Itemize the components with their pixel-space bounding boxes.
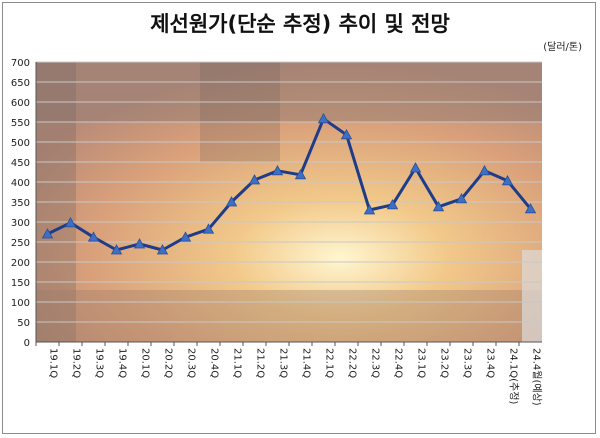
y-tick-label: 100 bbox=[11, 298, 30, 309]
data-point-marker bbox=[409, 162, 422, 173]
y-tick-label: 150 bbox=[11, 278, 30, 289]
x-tick-label: 22.2Q bbox=[347, 348, 358, 378]
y-tick-label: 500 bbox=[11, 138, 30, 149]
y-tick-label: 650 bbox=[11, 78, 30, 89]
data-point-marker bbox=[340, 128, 353, 140]
y-tick-label: 350 bbox=[11, 198, 30, 209]
y-tick-label: 300 bbox=[11, 218, 30, 229]
data-point-marker bbox=[248, 174, 261, 185]
data-point-marker bbox=[386, 198, 399, 210]
series-line bbox=[46, 117, 532, 252]
chart-title: 제선원가(단순 추정) 추이 및 전망 bbox=[150, 12, 450, 36]
y-tick-label: 50 bbox=[17, 318, 30, 329]
x-tick-label: 23.1Q bbox=[416, 348, 427, 378]
x-tick-label: 23.2Q bbox=[439, 348, 450, 378]
y-tick-label: 600 bbox=[11, 98, 30, 109]
y-tick-label: 700 bbox=[11, 58, 30, 69]
x-tick-label: 23.3Q bbox=[462, 348, 473, 378]
x-tick-label: 21.3Q bbox=[278, 348, 289, 378]
y-tick-label: 250 bbox=[11, 238, 30, 249]
data-point-marker bbox=[432, 200, 445, 212]
y-tick-label: 200 bbox=[11, 258, 30, 269]
data-point-marker bbox=[524, 202, 537, 214]
data-point-marker bbox=[110, 244, 123, 255]
y-tick-label: 550 bbox=[11, 118, 30, 129]
x-tick-label: 19.2Q bbox=[71, 348, 82, 378]
data-point-marker bbox=[294, 168, 307, 180]
x-tick-label: 20.3Q bbox=[186, 348, 197, 378]
x-tick-label: 20.2Q bbox=[163, 348, 174, 378]
x-tick-label: 20.1Q bbox=[140, 348, 151, 378]
x-tick-label: 19.1Q bbox=[48, 348, 59, 378]
x-tick-label: 23.4Q bbox=[485, 348, 496, 378]
y-tick-label: 400 bbox=[11, 178, 30, 189]
data-point-marker bbox=[87, 231, 100, 242]
data-point-marker bbox=[64, 216, 77, 228]
data-point-marker bbox=[179, 231, 192, 242]
data-point-marker bbox=[478, 164, 491, 176]
data-point-marker bbox=[271, 164, 284, 176]
data-point-marker bbox=[156, 244, 169, 255]
x-tick-label: 22.3Q bbox=[370, 348, 381, 378]
data-point-marker bbox=[133, 238, 146, 249]
data-point-marker bbox=[202, 223, 215, 234]
data-point-marker bbox=[363, 204, 376, 215]
data-point-marker bbox=[455, 192, 468, 204]
x-tick-label: 19.4Q bbox=[117, 348, 128, 378]
x-tick-label: 24.4월(예상) bbox=[531, 348, 543, 406]
y-tick-label: 0 bbox=[24, 338, 30, 349]
x-tick-label: 19.3Q bbox=[94, 348, 105, 378]
x-tick-label: 21.2Q bbox=[255, 348, 266, 378]
data-point-marker bbox=[317, 112, 330, 124]
x-tick-label: 22.4Q bbox=[393, 348, 404, 378]
x-tick-label: 24.1Q(추정) bbox=[508, 348, 520, 404]
data-point-marker bbox=[501, 174, 514, 186]
x-tick-label: 22.1Q bbox=[324, 348, 335, 378]
x-tick-label: 21.4Q bbox=[301, 348, 312, 378]
y-tick-label: 450 bbox=[11, 158, 30, 169]
unit-label: (달러/톤) bbox=[543, 42, 582, 53]
data-point-marker bbox=[41, 228, 54, 239]
x-tick-label: 20.4Q bbox=[209, 348, 220, 378]
x-tick-label: 21.1Q bbox=[232, 348, 243, 378]
data-point-marker bbox=[225, 196, 238, 207]
